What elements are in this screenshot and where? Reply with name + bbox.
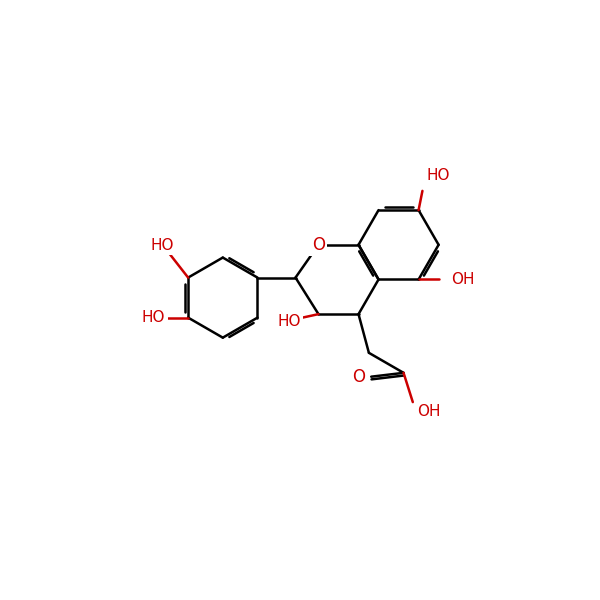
Text: HO: HO	[277, 314, 301, 329]
Text: HO: HO	[142, 310, 165, 325]
Text: OH: OH	[451, 272, 475, 287]
Text: O: O	[312, 236, 325, 254]
Text: HO: HO	[426, 168, 450, 183]
Text: O: O	[352, 368, 365, 386]
Text: HO: HO	[151, 238, 175, 253]
Text: OH: OH	[416, 404, 440, 419]
